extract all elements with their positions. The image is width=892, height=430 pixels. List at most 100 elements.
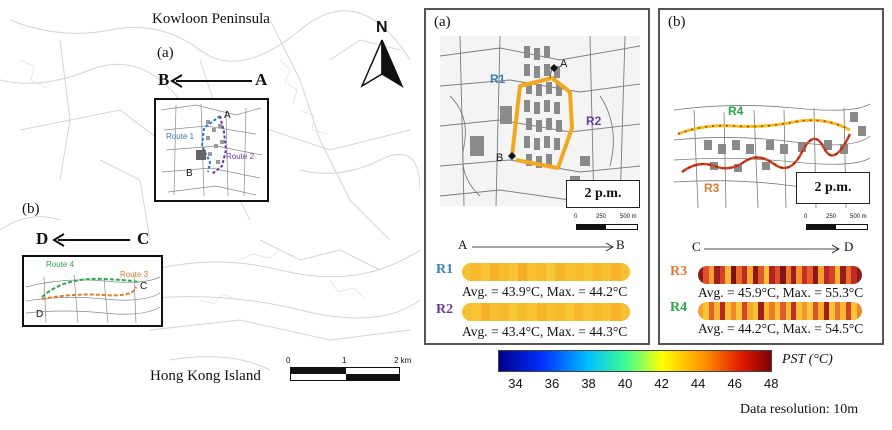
panel-a-stat-r1: Avg. = 43.9°C, Max. = 44.2°C — [462, 284, 628, 299]
panel-a-bar-r1 — [462, 263, 630, 281]
bar-segment — [812, 266, 819, 284]
inset-b-arrow-icon — [52, 233, 130, 247]
panel-a-time-box: 2 p.m. — [566, 180, 640, 208]
bar-segment — [845, 302, 852, 320]
panel-b-scale-0: 0 — [804, 214, 808, 220]
bar-segment — [725, 302, 731, 320]
panel-b-time-box: 2 p.m. — [796, 172, 870, 204]
colorbar-tick-label: 44 — [690, 376, 706, 391]
panel-b-stat-r4: Avg. = 44.2°C, Max. = 54.5°C — [698, 321, 864, 336]
north-arrow-icon — [360, 39, 404, 88]
inset-b-point-d: D — [36, 309, 44, 320]
panel-a-bar-r2 — [462, 303, 630, 321]
bar-segment — [564, 263, 574, 281]
bar-segment — [471, 263, 481, 281]
bar-segment — [741, 302, 748, 320]
bar-segment — [807, 302, 813, 320]
bar-segment — [769, 302, 775, 320]
km-scale-bar — [290, 367, 400, 381]
bar-segment — [527, 303, 537, 321]
bar-segment — [780, 266, 786, 284]
bar-segment — [812, 302, 819, 320]
bar-segment — [545, 263, 556, 281]
bar-segment — [818, 302, 824, 320]
bar-segment — [790, 302, 797, 320]
bar-segment — [796, 266, 802, 284]
bar-segment — [573, 263, 584, 281]
bar-segment — [708, 266, 715, 284]
panel-a-r2-label: R2 — [586, 114, 602, 128]
inset-b-point-c: C — [140, 281, 148, 292]
colorbar-tick-label: 46 — [727, 376, 742, 391]
panel-b-bar-r3-label: R3 — [670, 264, 688, 279]
inset-a-box: Route 1 Route 2 A B — [154, 98, 269, 202]
bar-segment — [752, 302, 759, 320]
bar-segment — [611, 303, 621, 321]
bar-segment — [708, 302, 715, 320]
panel-b-axis-to: D — [844, 239, 854, 254]
inset-a-dir-from: A — [255, 70, 268, 89]
bar-segment — [747, 266, 753, 284]
bar-segment — [601, 303, 612, 321]
panel-a-axis-arrow-icon — [472, 242, 614, 252]
panel-a-scale: 0 250 500 m — [574, 214, 646, 232]
bar-segment — [480, 263, 490, 281]
bar-segment — [785, 266, 791, 284]
bar-segment — [796, 302, 802, 320]
overview-map: Kowloon Peninsula N (a) B A — [0, 0, 420, 400]
panel-b-scale-1: 250 — [826, 214, 837, 220]
bar-segment — [545, 303, 556, 321]
bar-segment — [780, 302, 786, 320]
bar-segment — [536, 263, 546, 281]
bar-segment — [763, 266, 770, 284]
bar-segment — [489, 263, 500, 281]
panel-b-label: (b) — [668, 14, 686, 30]
bar-segment — [785, 302, 791, 320]
panel-a-map — [440, 36, 640, 206]
inset-a-route2-label: Route 2 — [226, 152, 255, 161]
bar-segment — [719, 302, 726, 320]
panel-b: (b) R4 R3 2 p.m. 0 250 500 m C D — [658, 8, 884, 345]
bar-segment — [823, 302, 830, 320]
bar-segment — [834, 266, 841, 284]
colorbar-tick-label: 36 — [544, 376, 560, 391]
bar-segment — [714, 266, 720, 284]
bar-segment — [823, 266, 830, 284]
bar-segment — [736, 302, 742, 320]
panel-a-bar-r2-label: R2 — [436, 302, 454, 317]
inset-a-point-a: A — [224, 110, 231, 121]
panel-b-bar-r4-label: R4 — [670, 300, 688, 315]
panel-a-point-a: A — [560, 58, 568, 70]
bar-segment — [774, 302, 781, 320]
km-scale-2: 2 km — [394, 356, 412, 365]
panel-a-r1-label: R1 — [490, 72, 506, 86]
inset-a-route1-label: Route 1 — [166, 132, 195, 141]
bar-segment — [790, 266, 797, 284]
inset-b-dir-to: D — [36, 229, 49, 248]
bar-segment — [536, 303, 546, 321]
panel-a-bar-r1-label: R1 — [436, 262, 454, 277]
bar-segment — [703, 302, 709, 320]
panel-a-axis-from: A — [458, 237, 468, 252]
bar-segment — [517, 303, 528, 321]
colorbar-tick-label: 40 — [617, 376, 633, 391]
north-label: N — [376, 19, 388, 36]
bar-segment — [840, 302, 846, 320]
panel-a-stat-r2: Avg. = 43.4°C, Max. = 44.3°C — [462, 324, 628, 339]
inset-b-route4-label: Route 4 — [46, 260, 75, 269]
panel-b-r4-label: R4 — [728, 104, 744, 118]
km-scale-0: 0 — [286, 356, 291, 365]
panel-b-stat-r3: Avg. = 45.9°C, Max. = 55.3°C — [698, 285, 864, 300]
bar-segment — [471, 303, 481, 321]
bar-segment — [508, 263, 518, 281]
bar-segment — [611, 263, 621, 281]
bar-segment — [555, 263, 565, 281]
data-resolution-note: Data resolution: 10m — [740, 402, 859, 417]
bar-segment — [517, 263, 528, 281]
inset-a-point-b: B — [186, 168, 193, 179]
bar-segment — [851, 302, 857, 320]
panel-b-bar-r4 — [698, 302, 862, 320]
bar-segment — [480, 303, 490, 321]
bar-segment — [499, 263, 509, 281]
bar-segment — [583, 263, 593, 281]
